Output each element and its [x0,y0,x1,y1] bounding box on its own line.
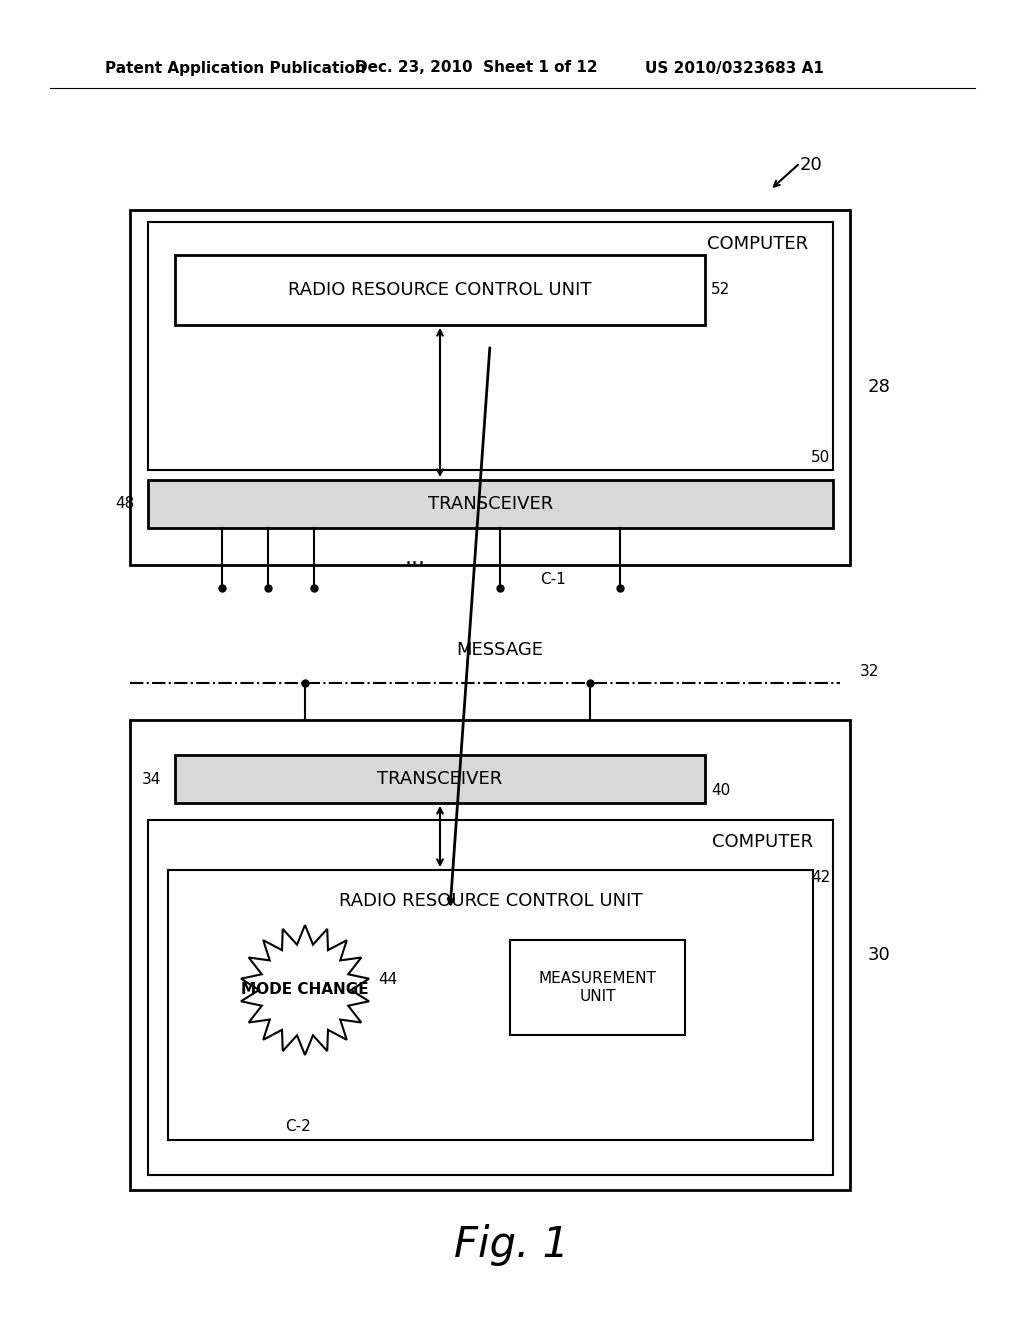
Text: MESSAGE: MESSAGE [457,642,544,659]
Bar [510,940,685,1035]
Text: C-2: C-2 [285,1119,311,1134]
Bar [175,755,705,803]
Bar [175,255,705,325]
Text: ...: ... [404,548,426,568]
Text: COMPUTER: COMPUTER [713,833,813,851]
Text: 28: 28 [868,379,891,396]
Text: 50: 50 [811,450,830,465]
Text: 30: 30 [868,946,891,964]
Bar [148,820,833,1175]
Bar [148,222,833,470]
Text: 34: 34 [141,771,161,787]
Text: MEASUREMENT
UNIT: MEASUREMENT UNIT [539,972,656,1003]
Bar [130,719,850,1191]
Text: MODE CHANGE: MODE CHANGE [242,982,369,998]
Text: 48: 48 [115,496,134,511]
Text: 32: 32 [860,664,880,678]
Text: Fig. 1: Fig. 1 [455,1224,569,1266]
Text: RADIO RESOURCE CONTROL UNIT: RADIO RESOURCE CONTROL UNIT [288,281,592,300]
Text: TRANSCEIVER: TRANSCEIVER [378,770,503,788]
Text: 40: 40 [711,783,730,799]
Text: 20: 20 [800,156,822,174]
Text: Patent Application Publication: Patent Application Publication [105,61,366,75]
Text: C-1: C-1 [540,573,565,587]
PathPatch shape [241,925,369,1055]
Text: 44: 44 [378,973,397,987]
Text: US 2010/0323683 A1: US 2010/0323683 A1 [645,61,824,75]
Bar [148,480,833,528]
Text: 42: 42 [811,870,830,884]
Text: TRANSCEIVER: TRANSCEIVER [428,495,553,513]
Bar [130,210,850,565]
Bar [168,870,813,1140]
Text: Dec. 23, 2010  Sheet 1 of 12: Dec. 23, 2010 Sheet 1 of 12 [355,61,598,75]
Text: COMPUTER: COMPUTER [708,235,809,253]
Text: 52: 52 [711,282,730,297]
Text: RADIO RESOURCE CONTROL UNIT: RADIO RESOURCE CONTROL UNIT [339,892,642,909]
